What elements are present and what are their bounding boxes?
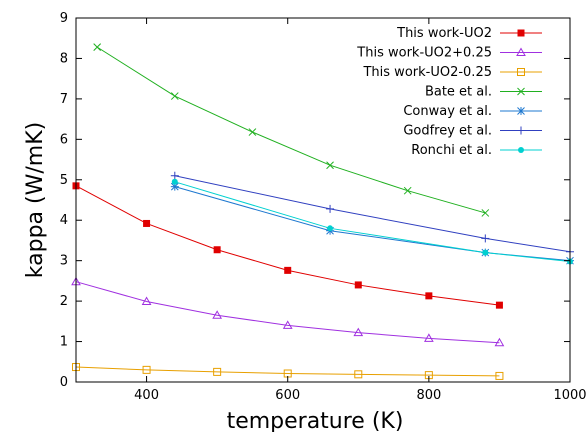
legend-label: This work-UO2 xyxy=(396,26,492,41)
series-4 xyxy=(93,43,490,217)
legend-label: Godfrey et al. xyxy=(403,124,492,139)
plot-area xyxy=(71,43,574,380)
data-point xyxy=(327,225,334,232)
data-point xyxy=(481,234,490,243)
data-point xyxy=(171,178,178,185)
series-line xyxy=(174,181,571,262)
series-7 xyxy=(171,178,573,265)
x-tick-label: 400 xyxy=(134,388,159,403)
data-point xyxy=(403,186,412,195)
legend-label: Ronchi et al. xyxy=(411,143,492,158)
series-5 xyxy=(170,182,574,265)
legend-marker xyxy=(517,29,525,37)
series-line xyxy=(96,46,486,214)
y-tick-label: 1 xyxy=(60,335,68,350)
legend-entry-2: This work-UO2+0.25 xyxy=(356,46,542,61)
data-point xyxy=(354,370,363,379)
data-point xyxy=(423,333,434,342)
data-point xyxy=(494,337,505,347)
y-tick-label: 4 xyxy=(60,213,68,228)
data-point xyxy=(141,296,152,306)
data-point xyxy=(282,320,293,329)
axes: 0 1 2 3 4 5 6 7 8 9 400 600 800 1000 xyxy=(60,11,587,403)
data-point xyxy=(213,246,221,254)
legend-label: Conway et al. xyxy=(403,104,492,119)
y-tick-label: 9 xyxy=(60,11,68,26)
y-tick-label: 5 xyxy=(60,173,68,188)
legend-entry-1: This work-UO2 xyxy=(396,26,542,41)
data-point xyxy=(142,365,151,374)
series-line xyxy=(174,175,571,253)
x-tick-label: 1000 xyxy=(553,388,586,403)
legend-label: This work-UO2-0.25 xyxy=(362,65,492,80)
data-point xyxy=(248,128,257,136)
legend-entry-3: This work-UO2-0.25 xyxy=(362,65,542,80)
legend-marker xyxy=(517,126,525,135)
y-tick-label: 2 xyxy=(60,294,68,309)
series-2 xyxy=(71,276,505,347)
x-tick-label: 600 xyxy=(275,388,300,403)
data-point xyxy=(213,367,222,376)
data-point xyxy=(212,310,223,319)
legend-marker xyxy=(517,68,525,76)
legend-entry-7: Ronchi et al. xyxy=(411,143,542,158)
data-point xyxy=(353,327,364,337)
data-point xyxy=(170,171,179,180)
data-point xyxy=(326,161,334,170)
legend-label: Bate et al. xyxy=(425,85,492,100)
y-tick-label: 3 xyxy=(60,254,68,269)
plot-frame xyxy=(75,17,571,383)
legend-entry-6: Godfrey et al. xyxy=(403,124,542,139)
legend-label: This work-UO2+0.25 xyxy=(356,46,492,61)
x-tick-label: 800 xyxy=(416,388,441,403)
legend-marker xyxy=(517,87,525,96)
y-tick-label: 7 xyxy=(60,92,68,107)
y-tick-label: 8 xyxy=(60,51,68,66)
data-point xyxy=(143,219,151,227)
data-point xyxy=(326,204,335,213)
data-point xyxy=(93,43,102,51)
series-line xyxy=(174,186,571,262)
legend: This work-UO2 This work-UO2+0.25 This work… xyxy=(356,26,542,158)
series-line xyxy=(75,366,500,377)
legend-marker xyxy=(517,107,525,115)
legend-marker xyxy=(516,47,526,56)
legend-entry-5: Conway et al. xyxy=(403,104,542,119)
series-line xyxy=(75,281,500,344)
y-tick-label: 0 xyxy=(60,375,68,390)
y-tick-label: 6 xyxy=(60,132,68,147)
legend-marker xyxy=(518,147,524,153)
data-point xyxy=(482,249,489,256)
data-point xyxy=(354,281,362,289)
y-axis-label: kappa (W/mK) xyxy=(23,122,48,278)
data-point xyxy=(425,292,433,300)
data-point xyxy=(170,92,179,100)
series-6 xyxy=(170,171,574,256)
data-point xyxy=(495,301,503,309)
legend-entry-4: Bate et al. xyxy=(425,85,542,100)
data-point xyxy=(495,371,504,380)
x-axis-label: temperature (K) xyxy=(227,409,404,432)
data-point xyxy=(481,209,490,217)
data-point xyxy=(284,266,292,274)
